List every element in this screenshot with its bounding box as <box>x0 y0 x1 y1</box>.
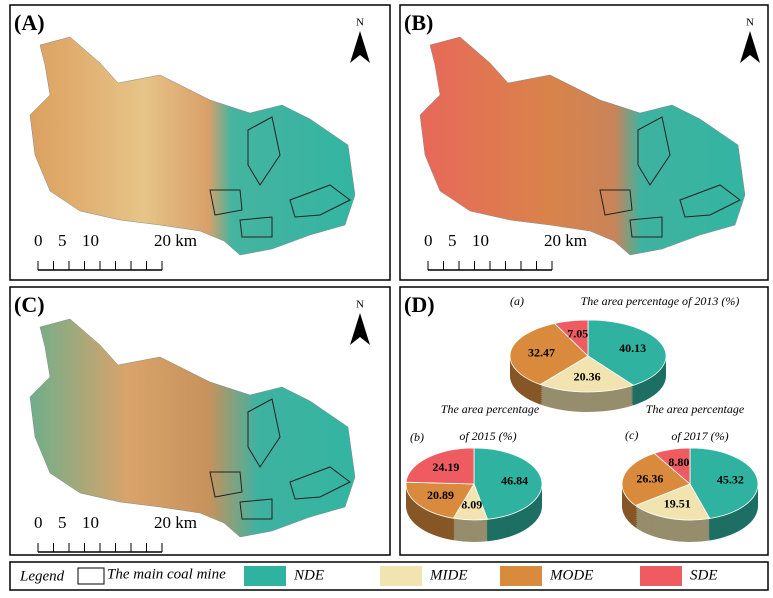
chart-title: The area percentage <box>646 402 745 416</box>
panel-label: (A) <box>14 10 45 35</box>
scale-label: 0 <box>34 231 43 250</box>
data-label: 26.36 <box>636 472 663 486</box>
north-label: N <box>356 299 364 311</box>
legend-label: NDE <box>293 567 324 583</box>
data-label: 7.05 <box>567 327 588 341</box>
legend-label: The main coal mine <box>107 566 226 582</box>
scale-label: 20 km <box>544 231 587 250</box>
chart-title: of 2017 (%) <box>671 429 728 443</box>
legend-label: SDE <box>690 567 718 583</box>
panel-label: (B) <box>404 10 433 35</box>
study-area <box>420 37 745 255</box>
data-label: 40.13 <box>619 341 646 355</box>
north-label: N <box>356 17 364 29</box>
scale-label: 10 <box>82 513 99 532</box>
chart-label: (b) <box>410 430 424 444</box>
scale-label: 10 <box>472 231 489 250</box>
data-label: 45.32 <box>717 473 744 487</box>
scale-label: 5 <box>58 231 67 250</box>
north-arrow <box>350 31 370 63</box>
north-arrow <box>350 313 370 345</box>
chart-label: (a) <box>510 294 524 308</box>
scale-label: 5 <box>58 513 67 532</box>
scale-label: 5 <box>448 231 457 250</box>
chart-label: (c) <box>625 428 638 442</box>
scale-label: 0 <box>424 231 433 250</box>
legend-swatch <box>500 566 542 586</box>
legend-title: Legend <box>19 568 65 584</box>
panel-label: (D) <box>404 292 435 317</box>
study-area <box>30 319 355 537</box>
scale-label: 20 km <box>154 513 197 532</box>
chart-title: The area percentage <box>441 402 540 416</box>
data-label: 46.84 <box>501 474 528 488</box>
legend-swatch <box>244 566 286 586</box>
north-label: N <box>746 17 754 29</box>
panel-label: (C) <box>14 292 45 317</box>
chart-title: The area percentage of 2013 (%) <box>581 294 740 308</box>
chart-title: of 2015 (%) <box>459 429 516 443</box>
scale-label: 20 km <box>154 231 197 250</box>
scale-label: 10 <box>82 231 99 250</box>
data-label: 19.51 <box>664 496 691 510</box>
data-label: 8.80 <box>668 455 689 469</box>
data-label: 24.19 <box>432 460 459 474</box>
legend-label: MODE <box>549 567 593 583</box>
legend-swatch <box>78 568 104 584</box>
data-label: 20.36 <box>574 369 601 383</box>
legend-swatch <box>380 566 422 586</box>
data-label: 20.89 <box>427 488 454 502</box>
data-label: 32.47 <box>528 345 555 359</box>
study-area <box>30 37 355 255</box>
figure: (A)N051020 km(B)N051020 km(C)N051020 km(… <box>0 0 773 593</box>
legend-label: MIDE <box>429 567 468 583</box>
north-arrow <box>740 31 760 63</box>
legend-swatch <box>640 566 682 586</box>
scale-label: 0 <box>34 513 43 532</box>
